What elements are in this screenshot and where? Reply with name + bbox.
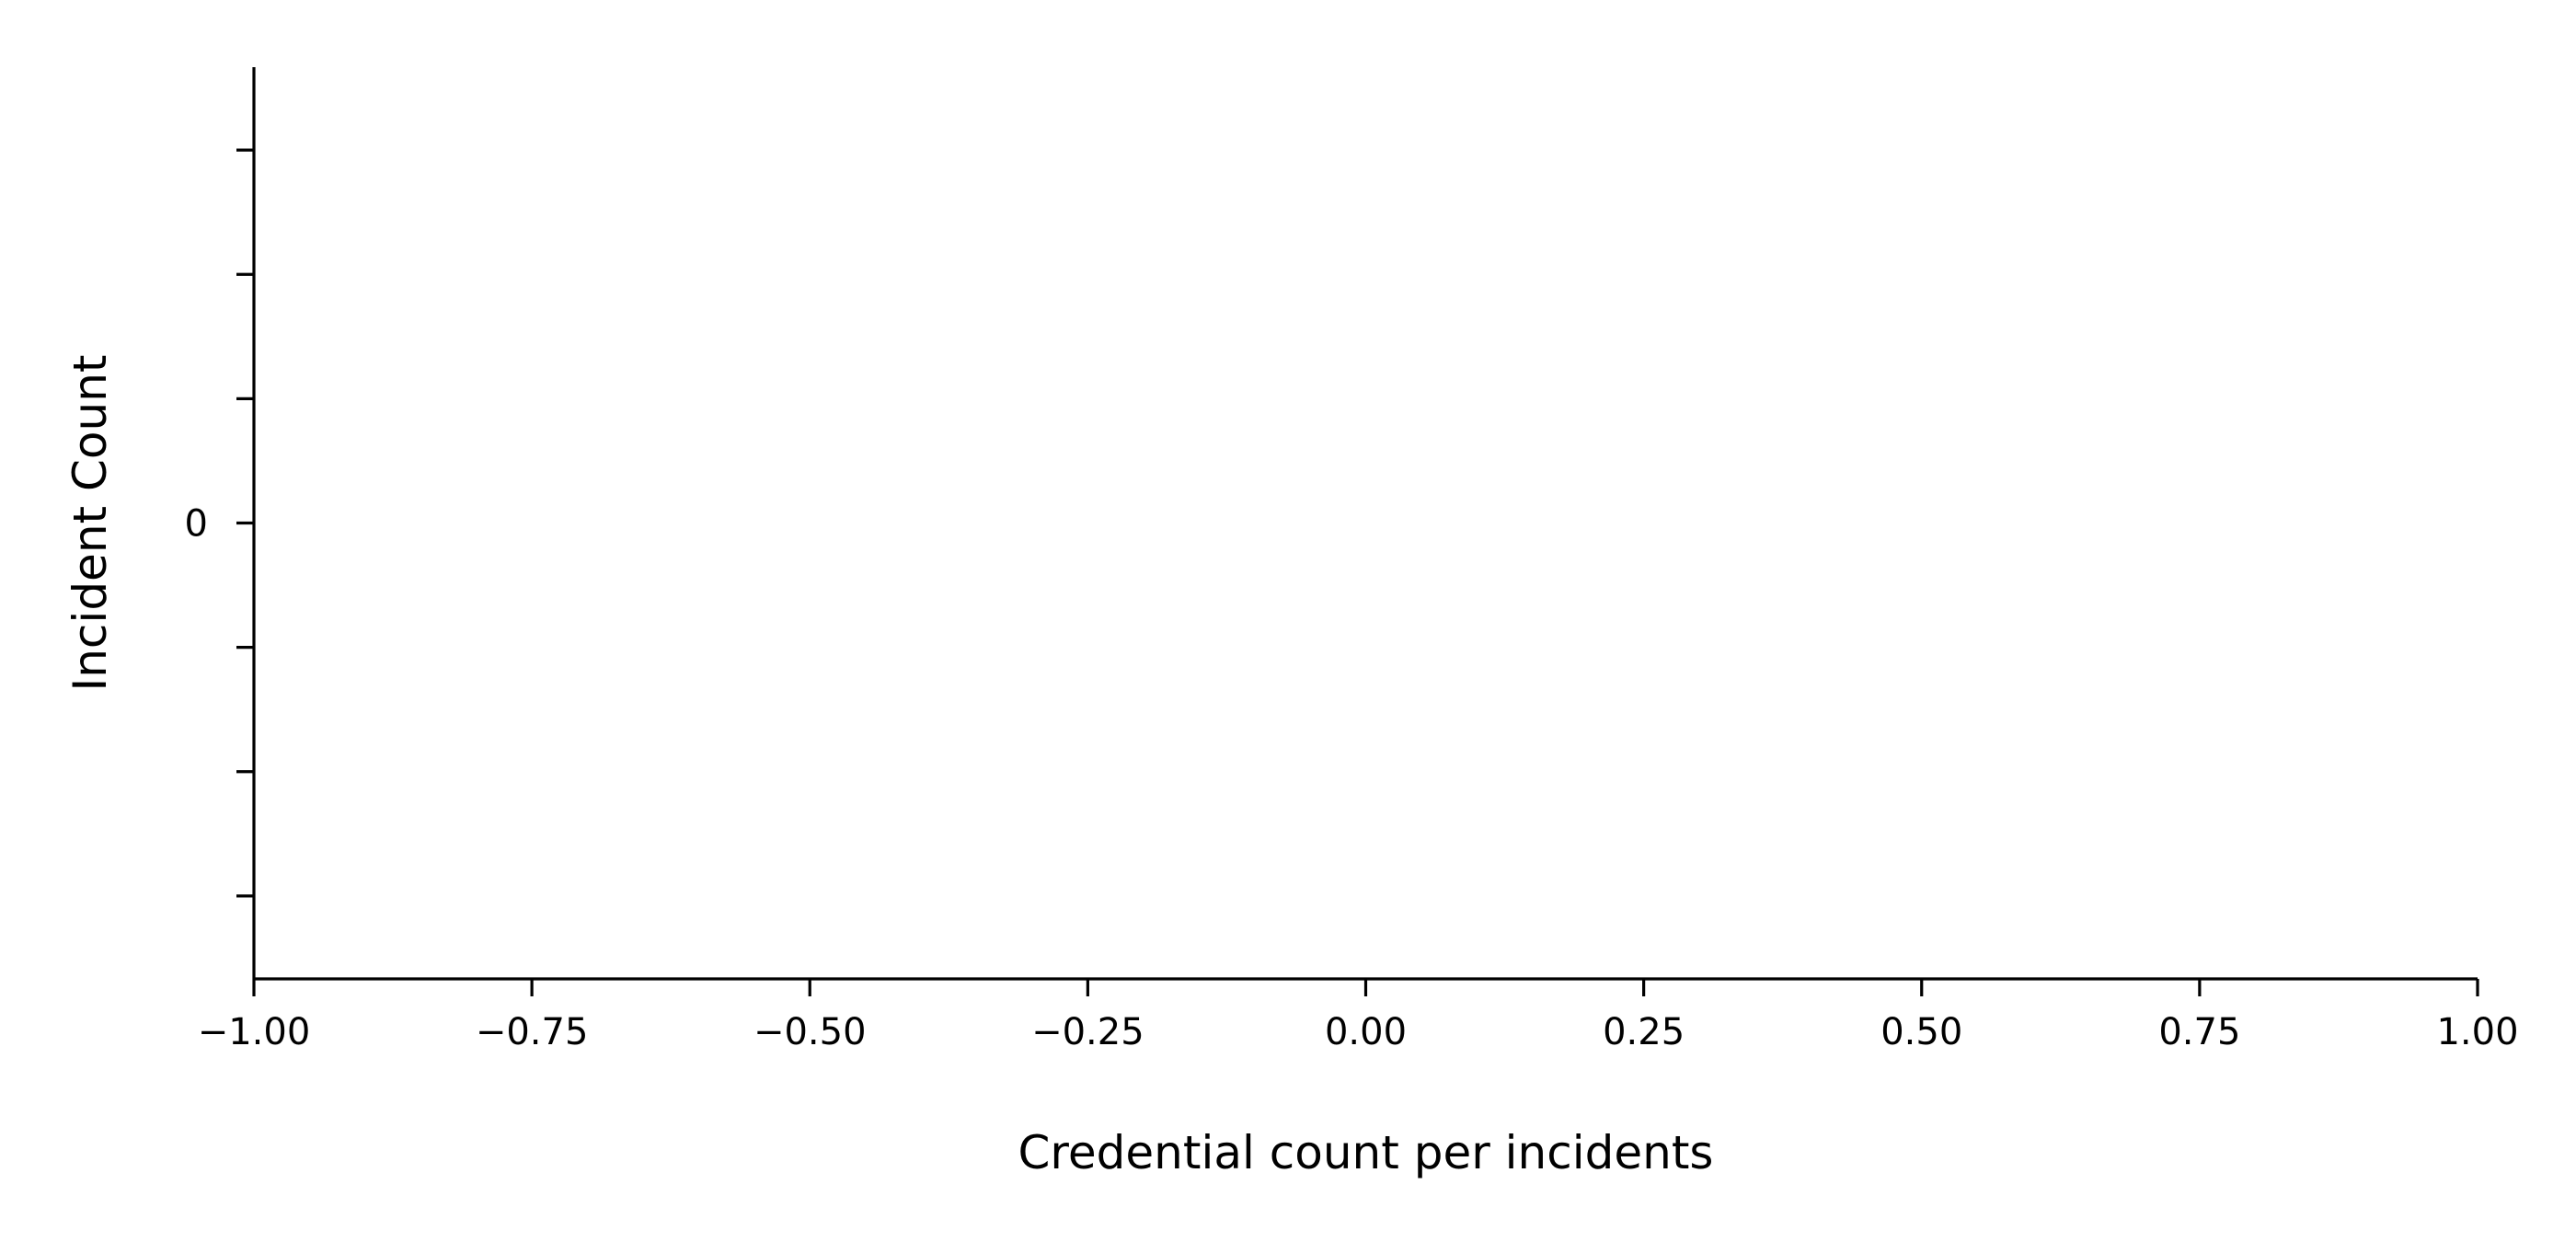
x-tick-label: 0.50 (1880, 1011, 1962, 1053)
x-axis-title: Credential count per incidents (1018, 1126, 1714, 1179)
x-tick-label: −0.25 (1031, 1011, 1144, 1053)
x-tick-label: 0.25 (1603, 1011, 1685, 1053)
x-axis-ticks: −1.00 −0.75 −0.50 −0.25 0.00 0.25 0.50 0.75 1.00 (198, 979, 2519, 1053)
x-tick-label: 0.00 (1325, 1011, 1407, 1053)
y-tick-label: 0 (185, 503, 208, 546)
x-tick-label: 0.75 (2158, 1011, 2240, 1053)
x-tick-label: −1.00 (198, 1011, 311, 1053)
y-axis-ticks: 0 (185, 148, 254, 898)
y-axis-title: Incident Count (63, 355, 117, 692)
x-tick-label: −0.75 (476, 1011, 589, 1053)
x-tick-label: −0.50 (753, 1011, 867, 1053)
x-tick-label: 1.00 (2436, 1011, 2518, 1053)
